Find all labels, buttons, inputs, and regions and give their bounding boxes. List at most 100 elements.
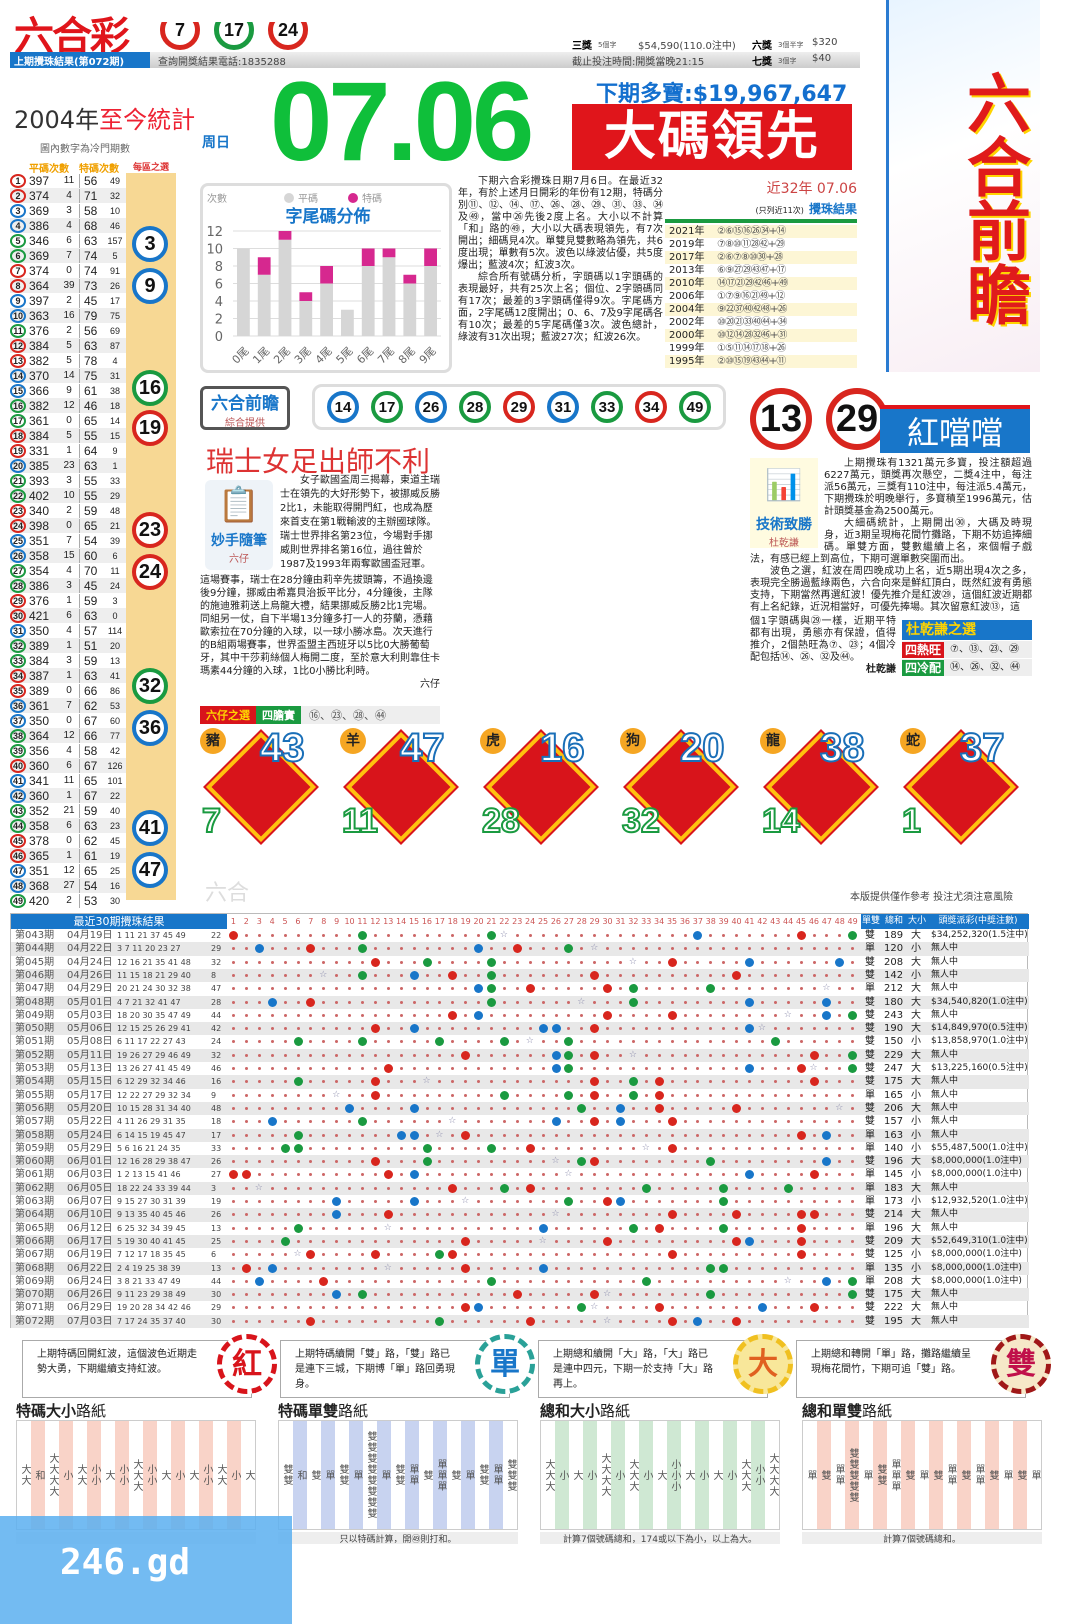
road-column: 單單 — [831, 1421, 845, 1529]
empty-dot — [786, 973, 790, 977]
period: 第053期 — [15, 1063, 55, 1074]
road-column: 雙雙雙雙雙 — [845, 1421, 859, 1529]
drawn-dot — [525, 1316, 535, 1326]
recommend-ball: 34 — [635, 391, 667, 423]
stats-row: 23 340 2 59 48 — [10, 503, 126, 518]
empty-dot — [541, 1093, 545, 1097]
empty-dot — [606, 1000, 610, 1004]
empty-dot — [244, 1067, 248, 1070]
empty-dot — [709, 1013, 713, 1017]
empty-dot — [722, 960, 726, 964]
prize: 無人中 — [931, 1222, 959, 1233]
regular-cold: 16 — [63, 310, 75, 321]
road-column: 小 — [555, 1421, 569, 1529]
result-row: 第067期 06月19日 7 12 17 18 35 45 6 ☆ 雙 125 小 $8,000… — [11, 1248, 1029, 1261]
empty-dot — [528, 1053, 532, 1057]
empty-dot — [361, 1106, 364, 1110]
empty-dot — [619, 1000, 622, 1004]
empty-dot — [283, 1013, 287, 1017]
result-row: 第058期 05月24日 6 14 15 19 45 47 17 ☆ 單 163 小無人中 — [11, 1128, 1029, 1142]
empty-dot — [593, 1000, 597, 1004]
banner-red-hot: 紅噹噹 — [880, 405, 1030, 453]
empty-dot — [386, 1133, 390, 1137]
empty-dot — [760, 1213, 764, 1217]
empty-dot — [232, 1120, 235, 1124]
empty-dot — [619, 1013, 622, 1017]
drawn-dot — [732, 970, 742, 980]
road-column: 小 — [171, 1421, 185, 1529]
road-column: 小 — [227, 1421, 241, 1529]
special-count: 56 — [79, 173, 105, 188]
empty-dot — [619, 1040, 622, 1044]
empty-dot — [644, 1093, 648, 1097]
article3-bottom: 個1字頭碼與㉙一樣，近期平特都有出現，勇態亦有保證，值得推介，2個熱旺為⑦、㉓；… — [750, 616, 1032, 676]
road-marks: 小小 — [117, 1464, 128, 1486]
special-number: 29 — [211, 1303, 222, 1313]
road-paper: 總和大小路紙 大大大小大小大大大大小大大大小大小小小大小大小大大大 小小 大大大大 計算… — [540, 1400, 780, 1572]
empty-dot — [631, 1146, 635, 1150]
empty-dot — [631, 1106, 635, 1110]
empty-dot — [786, 1040, 790, 1044]
drawn-dot — [590, 1157, 600, 1167]
empty-dot — [696, 1279, 700, 1283]
road-column: 單 — [349, 1421, 363, 1529]
empty-dot — [335, 1000, 339, 1004]
empty-dot — [399, 1106, 403, 1110]
empty-dot — [735, 1013, 739, 1017]
bar-regular — [257, 274, 271, 336]
empty-dot — [696, 1253, 700, 1257]
empty-dot — [580, 1239, 584, 1243]
road-marks: 大大大大 — [47, 1453, 58, 1497]
road-marks: 小 — [557, 1469, 568, 1481]
empty-dot — [373, 1200, 377, 1203]
history-32-years: 近32年 07.06 (只列近11次) 攪珠結果 2021年 ②⑥⑮⑯㉖㉞+⑭ 20… — [665, 178, 857, 374]
empty-dot — [322, 1253, 326, 1257]
empty-dot — [335, 947, 339, 951]
regular-cold: 1 — [66, 595, 72, 606]
empty-dot — [386, 934, 390, 937]
empty-dot — [257, 1226, 261, 1230]
date: 05月17日 — [67, 1089, 113, 1101]
odd-badge-icon: 單 — [475, 1334, 535, 1394]
column-number: 33 — [641, 917, 652, 926]
result-row: 第053期 05月13日 13 26 27 41 45 49 46 ☆ 雙 247 大 $13,… — [11, 1062, 1029, 1075]
regular-count: 389 — [29, 638, 50, 653]
zodiac-number-top: 47 — [399, 725, 445, 771]
drawn-dot — [809, 1210, 819, 1220]
road-column: 大 — [681, 1421, 695, 1529]
prize7-note: 3個字 — [778, 57, 797, 65]
empty-dot — [683, 1319, 687, 1323]
number-ball: 42 — [10, 788, 26, 803]
stats-title-rest: 至今統計 — [99, 106, 196, 134]
empty-dot — [464, 987, 468, 991]
empty-dot — [580, 960, 584, 964]
empty-dot — [270, 1253, 274, 1257]
special-number: 32 — [211, 957, 222, 967]
empty-dot — [683, 1080, 687, 1084]
empty-dot — [644, 1293, 648, 1297]
draw-ball: 24 — [268, 22, 308, 50]
big-small: 大 — [911, 1023, 921, 1035]
empty-dot — [606, 1053, 610, 1057]
empty-dot — [438, 1067, 442, 1070]
empty-dot — [490, 1013, 493, 1017]
empty-dot — [296, 1266, 300, 1270]
road-marks: 大 — [655, 1469, 666, 1481]
drawn-dot — [538, 1223, 548, 1233]
empty-dot — [683, 934, 687, 937]
empty-dot — [373, 1067, 377, 1070]
y-tick-label: 2 — [215, 313, 223, 328]
empty-dot — [786, 1253, 790, 1257]
empty-dot — [451, 934, 455, 937]
big-small: 大 — [911, 956, 921, 968]
special-star: ☆ — [628, 956, 637, 967]
empty-dot — [554, 1013, 558, 1017]
empty-dot — [657, 1146, 661, 1150]
empty-dot — [838, 1200, 842, 1203]
empty-dot — [399, 1027, 403, 1031]
prize: 無人中 — [931, 956, 959, 967]
empty-dot — [477, 1040, 481, 1044]
column-number: 34 — [654, 917, 665, 926]
bar-special — [257, 257, 271, 275]
drawn-dot — [822, 1157, 832, 1167]
